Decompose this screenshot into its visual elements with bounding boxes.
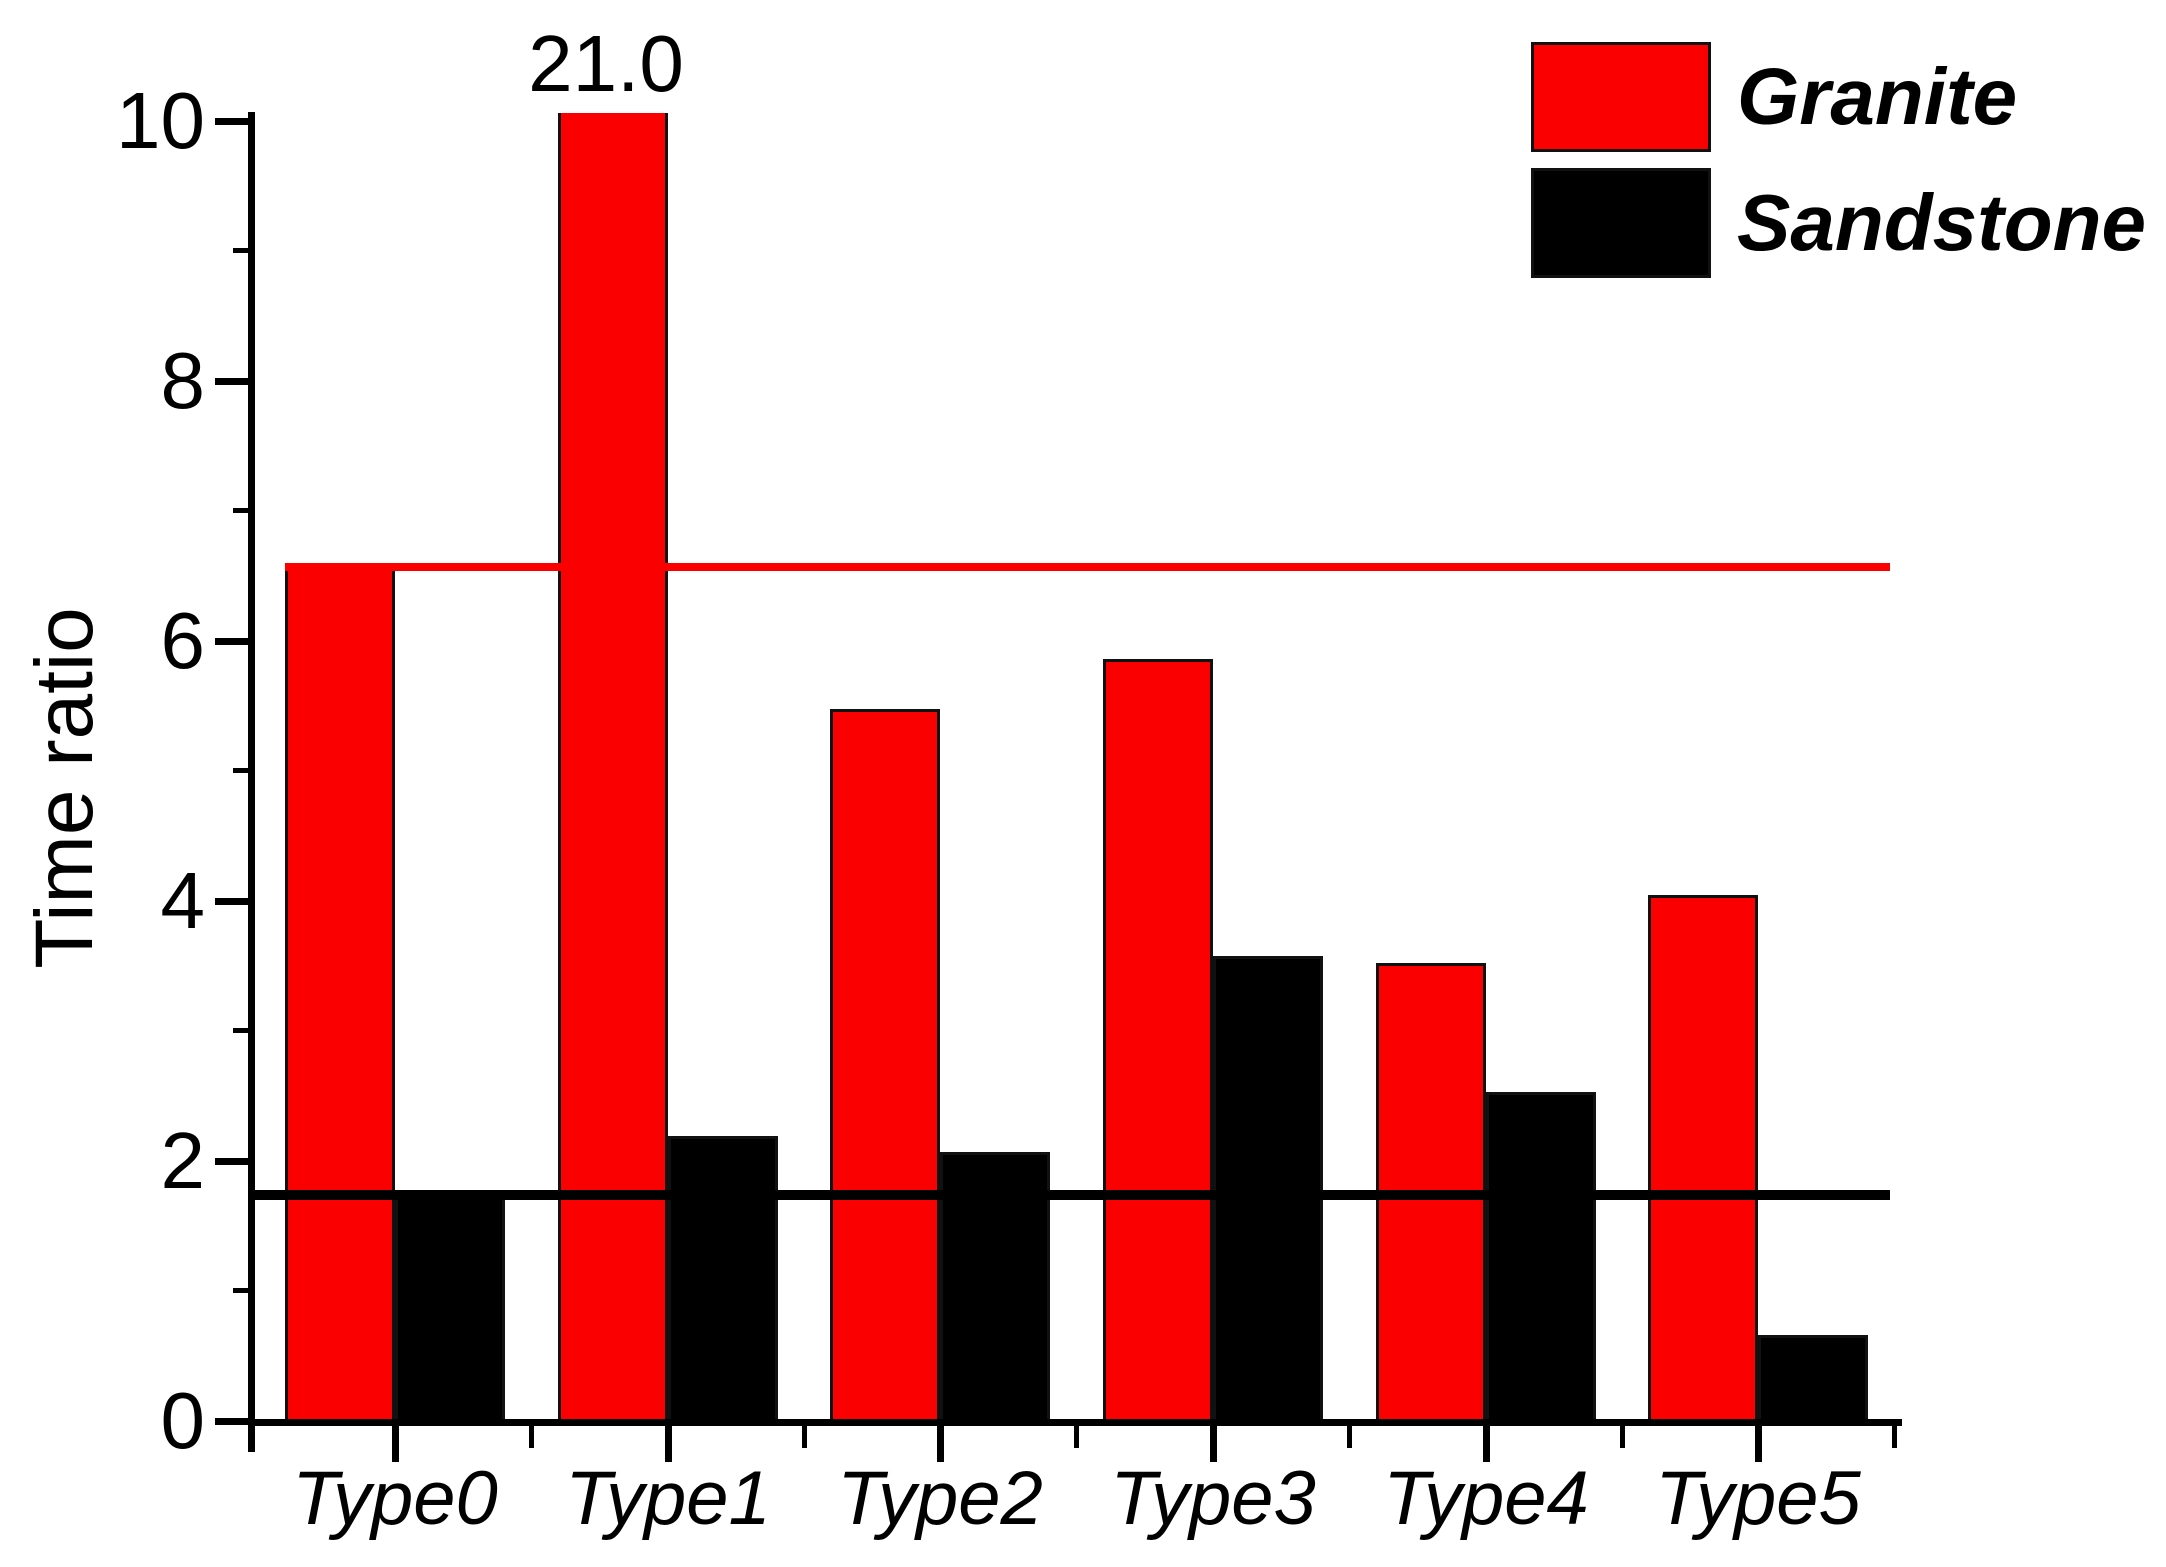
x-tick-label-type5: Type5 xyxy=(1655,1456,1861,1541)
legend-swatch-sandstone xyxy=(1531,168,1711,278)
x-major-tick-5 xyxy=(1755,1426,1762,1462)
x-minor-tick-4 xyxy=(1620,1426,1625,1448)
bar-value-annotation: 21.0 xyxy=(528,19,684,108)
x-tick-label-type0: Type0 xyxy=(292,1456,498,1541)
bar-granite-type1 xyxy=(558,113,668,1425)
x-minor-tick-3 xyxy=(1347,1426,1352,1448)
y-minor-tick-9 xyxy=(233,248,255,253)
x-minor-tick-5 xyxy=(1892,1426,1897,1448)
x-tick-label-type1: Type1 xyxy=(565,1456,771,1541)
legend-label-granite: Granite xyxy=(1737,52,2018,141)
y-tick-label-4: 4 xyxy=(160,856,206,945)
x-major-tick-3 xyxy=(1210,1426,1217,1462)
x-major-tick-1 xyxy=(665,1426,672,1462)
y-tick-label-10: 10 xyxy=(116,76,205,165)
y-major-tick-0 xyxy=(215,1418,255,1425)
bar-granite-type3 xyxy=(1103,659,1213,1425)
y-minor-tick-1 xyxy=(233,1288,255,1293)
y-tick-label-0: 0 xyxy=(160,1376,206,1465)
x-minor-tick-0 xyxy=(529,1426,534,1448)
y-tick-label-8: 8 xyxy=(160,336,206,425)
x-tick-label-type2: Type2 xyxy=(837,1456,1043,1541)
y-tick-label-2: 2 xyxy=(160,1116,206,1205)
bar-sandstone-type4 xyxy=(1486,1092,1596,1425)
y-axis-line xyxy=(248,112,255,1452)
x-minor-tick-1 xyxy=(802,1426,807,1448)
y-major-tick-2 xyxy=(215,1158,255,1165)
x-minor-tick-2 xyxy=(1074,1426,1079,1448)
x-tick-label-type4: Type4 xyxy=(1383,1456,1589,1541)
bar-granite-type2 xyxy=(830,709,940,1425)
y-major-tick-10 xyxy=(215,118,255,125)
reference-line-granite xyxy=(285,563,1890,571)
y-tick-label-6: 6 xyxy=(160,596,206,685)
y-axis-title: Time ratio xyxy=(19,607,110,969)
reference-line-sandstone xyxy=(255,1190,1890,1200)
x-major-tick-0 xyxy=(392,1426,399,1462)
bar-granite-type0 xyxy=(285,563,395,1425)
bar-granite-type5 xyxy=(1648,895,1758,1426)
bar-sandstone-type0 xyxy=(395,1190,505,1425)
y-minor-tick-3 xyxy=(233,1028,255,1033)
y-major-tick-8 xyxy=(215,378,255,385)
y-minor-tick-7 xyxy=(233,508,255,513)
x-tick-label-type3: Type3 xyxy=(1110,1456,1316,1541)
legend-label-sandstone: Sandstone xyxy=(1737,178,2146,267)
y-major-tick-6 xyxy=(215,638,255,645)
y-major-tick-4 xyxy=(215,898,255,905)
x-major-tick-4 xyxy=(1483,1426,1490,1462)
x-axis-line xyxy=(248,1419,1902,1426)
legend-swatch-granite xyxy=(1531,42,1711,152)
bar-sandstone-type5 xyxy=(1758,1335,1868,1425)
bar-sandstone-type1 xyxy=(668,1136,778,1425)
x-major-tick-2 xyxy=(937,1426,944,1462)
y-minor-tick-5 xyxy=(233,768,255,773)
